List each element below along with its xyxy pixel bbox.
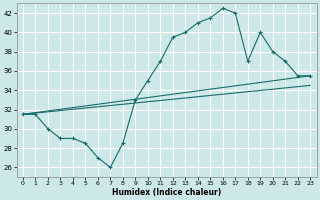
X-axis label: Humidex (Indice chaleur): Humidex (Indice chaleur) xyxy=(112,188,221,197)
